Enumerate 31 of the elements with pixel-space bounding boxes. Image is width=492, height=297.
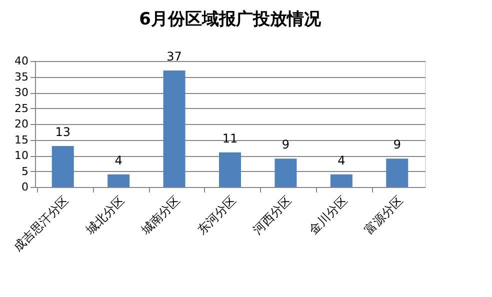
bar	[274, 158, 297, 187]
data-label: 37	[166, 49, 182, 64]
data-label: 4	[338, 153, 346, 168]
x-tick-label: 河西分区	[250, 193, 294, 237]
y-tick-label: 35	[14, 70, 28, 84]
x-tick-label: 东河分区	[194, 193, 238, 237]
bar	[52, 146, 74, 187]
data-label: 4	[114, 153, 122, 168]
y-tick-label: 15	[14, 133, 28, 146]
x-tick-label: 城北分区	[82, 193, 128, 238]
bar	[330, 174, 352, 187]
data-label: 11	[222, 131, 238, 146]
data-label: 9	[282, 138, 290, 152]
x-tick-label: 成吉思汗分区	[10, 193, 72, 254]
y-tick-label: 20	[14, 118, 28, 130]
bar	[163, 70, 186, 187]
y-tick-label: 30	[14, 86, 28, 99]
y-tick-label: 40	[14, 54, 28, 68]
bar	[108, 174, 130, 187]
y-tick-label: 10	[14, 149, 28, 162]
y-tick-label: 0	[22, 180, 28, 194]
data-label: 13	[55, 125, 70, 140]
data-label: 9	[393, 138, 401, 152]
y-tick-label: 5	[22, 164, 28, 178]
y-tick-label: 25	[14, 102, 28, 115]
bar	[386, 158, 408, 187]
bar	[219, 152, 241, 187]
x-tick-label: 金川分区	[306, 193, 350, 237]
chart-title: 6月份区域报广投放情况	[139, 9, 322, 30]
x-tick-label: 富源分区	[362, 193, 406, 237]
x-tick-label: 城南分区	[138, 193, 183, 238]
